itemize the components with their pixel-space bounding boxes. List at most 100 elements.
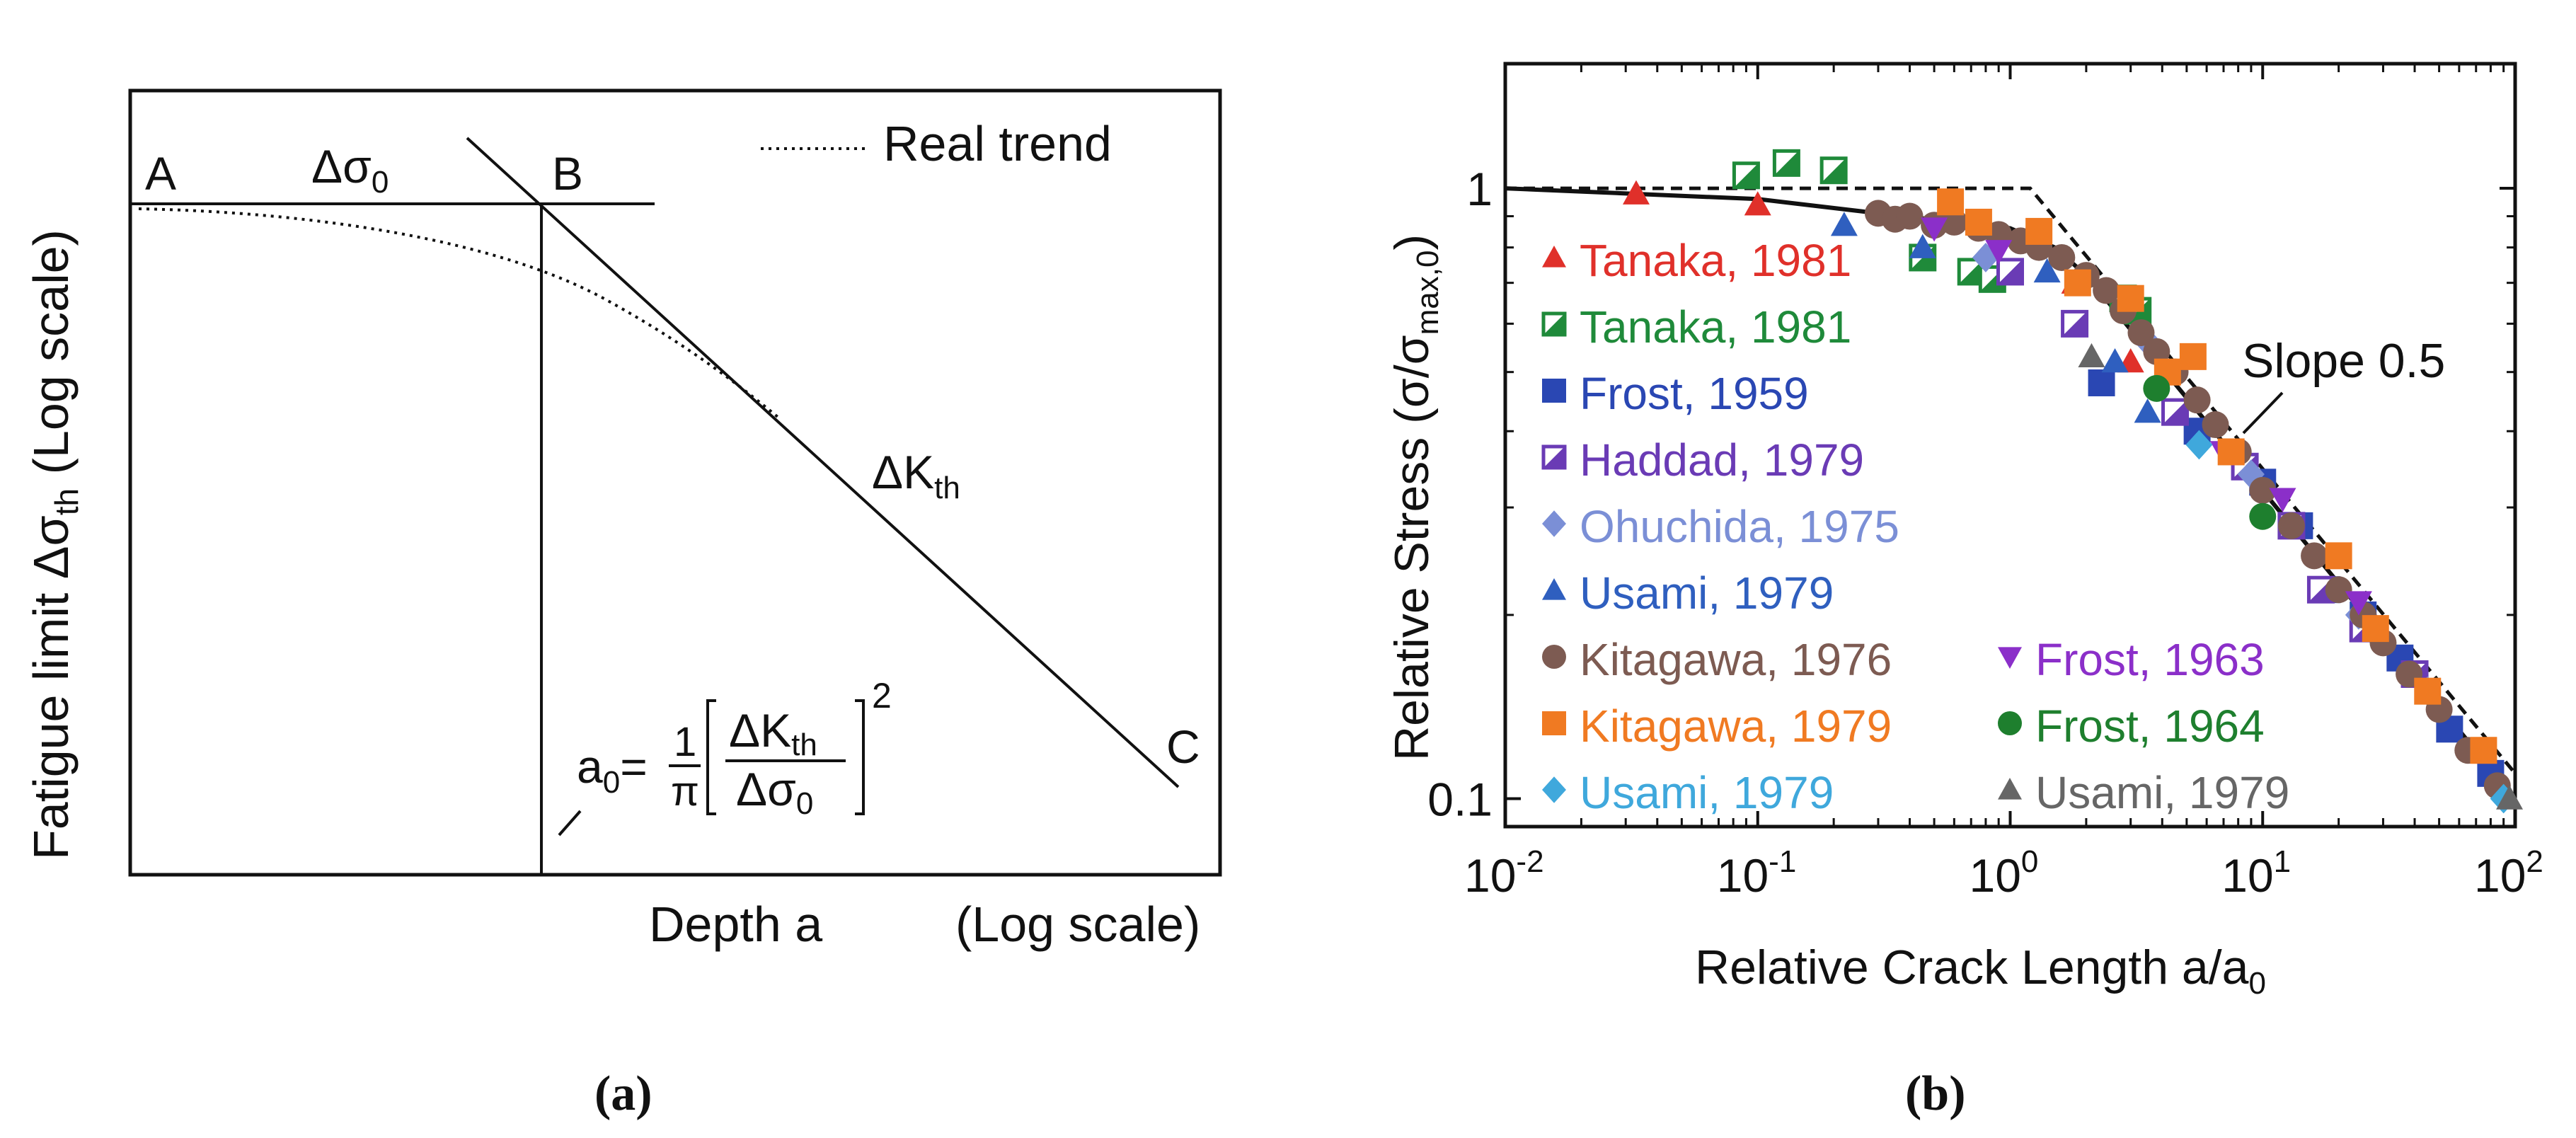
formula-a0: a0=	[577, 740, 648, 800]
data-point-frost-1963	[1985, 240, 2013, 265]
y-tick-label: 0.1	[1427, 774, 1493, 826]
data-point-frost-1963	[2269, 488, 2296, 512]
data-point-kitagawa-1979	[1965, 208, 1992, 236]
x-tick-label: 100	[1970, 844, 2039, 902]
panel-b-legend: Tanaka, 1981 Tanaka, 1981 Frost, 1959 Hadda…	[1541, 235, 2289, 818]
formula-right-bracket	[855, 699, 865, 815]
data-point-kitagawa-1976	[2277, 512, 2305, 539]
data-point-kitagawa-1979	[1937, 188, 1965, 216]
legend-label: Tanaka, 1981	[1580, 235, 1851, 286]
legend-label: Frost, 1963	[2035, 634, 2265, 685]
data-point-kitagawa-1976	[2048, 243, 2076, 271]
data-point-ohuchida-1975	[1972, 243, 1999, 272]
x-tick-label: 10-2	[1464, 844, 1544, 902]
data-point-kitagawa-1976	[1940, 208, 1968, 236]
sigma0-sub: 0	[372, 165, 389, 200]
data-point-tanaka-1981	[1744, 191, 1771, 216]
x-tick-label: 101	[2221, 844, 2291, 902]
data-point-kitagawa-1979	[2414, 677, 2442, 705]
data-point-usami-1979	[2134, 398, 2161, 423]
point-label-b: B	[552, 147, 583, 200]
point-label-a: A	[145, 147, 176, 200]
slope-annotation: Slope 0.5	[2242, 334, 2445, 388]
panel-b-xlabel: Relative Crack Length a/a0	[1695, 941, 2266, 1001]
legend-label: Usami, 1979	[1580, 568, 1834, 619]
legend-label: Frost, 1959	[1580, 368, 1809, 419]
data-point-kitagawa-1979	[2362, 615, 2389, 643]
formula-pi: π	[671, 769, 699, 815]
legend-marker	[1542, 776, 1566, 803]
legend-marker	[1542, 246, 1566, 268]
panel-b-ticks: 10-2 10-1 100 101 102 1 0.1	[1427, 64, 2543, 902]
legend-label: Usami, 1979	[2035, 767, 2289, 818]
data-point-haddad-1979	[2161, 398, 2190, 426]
data-point-usami-1979	[2033, 258, 2061, 283]
formula-left-bracket	[706, 699, 716, 815]
legend-marker	[1541, 444, 1567, 470]
data-point-kitagawa-1979	[2064, 269, 2091, 297]
data-point-tanaka-1981-open	[1732, 161, 1760, 190]
data-point-haddad-1979	[2061, 309, 2089, 338]
legend-marker	[1998, 647, 2022, 669]
data-point-kitagawa-1976	[2301, 542, 2328, 570]
data-point-kitagawa-1976	[2093, 277, 2120, 304]
legend-real-trend-label: Real trend	[883, 116, 1112, 171]
legend-label: Kitagawa, 1976	[1580, 634, 1892, 685]
x-tick-label: 102	[2474, 844, 2543, 902]
real-trend-curve	[138, 207, 780, 419]
data-point-usami-1979-light	[2185, 430, 2213, 460]
data-point-kitagawa-1976	[2127, 319, 2155, 347]
legend-marker	[1998, 778, 2022, 800]
legend-marker	[1541, 311, 1567, 337]
legend-marker	[1542, 711, 1566, 735]
threshold-line	[466, 137, 1180, 788]
legend-marker	[1542, 645, 1566, 669]
legend-label: Haddad, 1979	[1580, 435, 1864, 485]
data-point-kitagawa-1979	[2470, 737, 2497, 764]
legend-marker	[1542, 379, 1566, 403]
legend-label: Kitagawa, 1979	[1580, 701, 1892, 752]
data-point-kitagawa-1979	[2325, 542, 2352, 570]
data-point-kitagawa-1979	[2117, 284, 2144, 312]
data-point-frost-1964	[2249, 502, 2277, 530]
data-point-kitagawa-1976	[2143, 338, 2170, 365]
caption-b: (b)	[1905, 1067, 1966, 1121]
data-point-usami-1979-grey	[2496, 785, 2524, 810]
x-tick-label: 10-1	[1717, 844, 1797, 902]
legend-marker	[1542, 578, 1566, 600]
dk-sub: th	[934, 471, 960, 505]
a0-formula: a0= 1 π ΔKth Δσ0 2	[577, 676, 892, 821]
panel-a-xlabel: Depth a	[649, 897, 822, 952]
formula-denominator: Δσ0	[736, 763, 813, 821]
formula-numerator: ΔKth	[729, 704, 817, 762]
data-point-usami-1979	[2101, 347, 2129, 373]
panel-a-xscale-label: (Log scale)	[955, 897, 1200, 952]
data-point-tanaka-1981	[1622, 180, 1650, 205]
data-point-kitagawa-1979	[2217, 438, 2245, 466]
caption-a: (a)	[594, 1067, 652, 1121]
formula-power: 2	[872, 676, 892, 715]
data-point-tanaka-1981-open	[1819, 156, 1848, 185]
data-point-kitagawa-1976	[2183, 386, 2211, 414]
point-label-c: C	[1166, 720, 1200, 773]
dk-label: ΔKth	[872, 446, 960, 505]
formula-leader-line	[558, 810, 582, 837]
y-tick-label: 1	[1466, 163, 1493, 215]
panel-a-frame	[128, 88, 1222, 877]
data-point-frost-1959	[2088, 369, 2115, 396]
legend-label: Ohuchida, 1975	[1580, 501, 1899, 552]
legend-label: Tanaka, 1981	[1580, 301, 1851, 352]
data-point-haddad-1979	[1996, 258, 2024, 286]
data-point-kitagawa-1979	[2179, 343, 2207, 370]
data-point-kitagawa-1976	[2202, 411, 2229, 439]
data-point-frost-1963	[2345, 591, 2372, 616]
data-point-frost-1964	[2143, 374, 2170, 402]
data-point-frost-1963	[1921, 217, 1948, 242]
data-point-kitagawa-1979	[2025, 217, 2053, 245]
data-point-kitagawa-1976	[1896, 202, 1924, 230]
panel-b-data-points	[1622, 149, 2524, 814]
panel-b-ylabel: Relative Stress (σ/σmax,0)	[1385, 234, 1445, 761]
data-point-usami-1979	[1830, 212, 1858, 236]
